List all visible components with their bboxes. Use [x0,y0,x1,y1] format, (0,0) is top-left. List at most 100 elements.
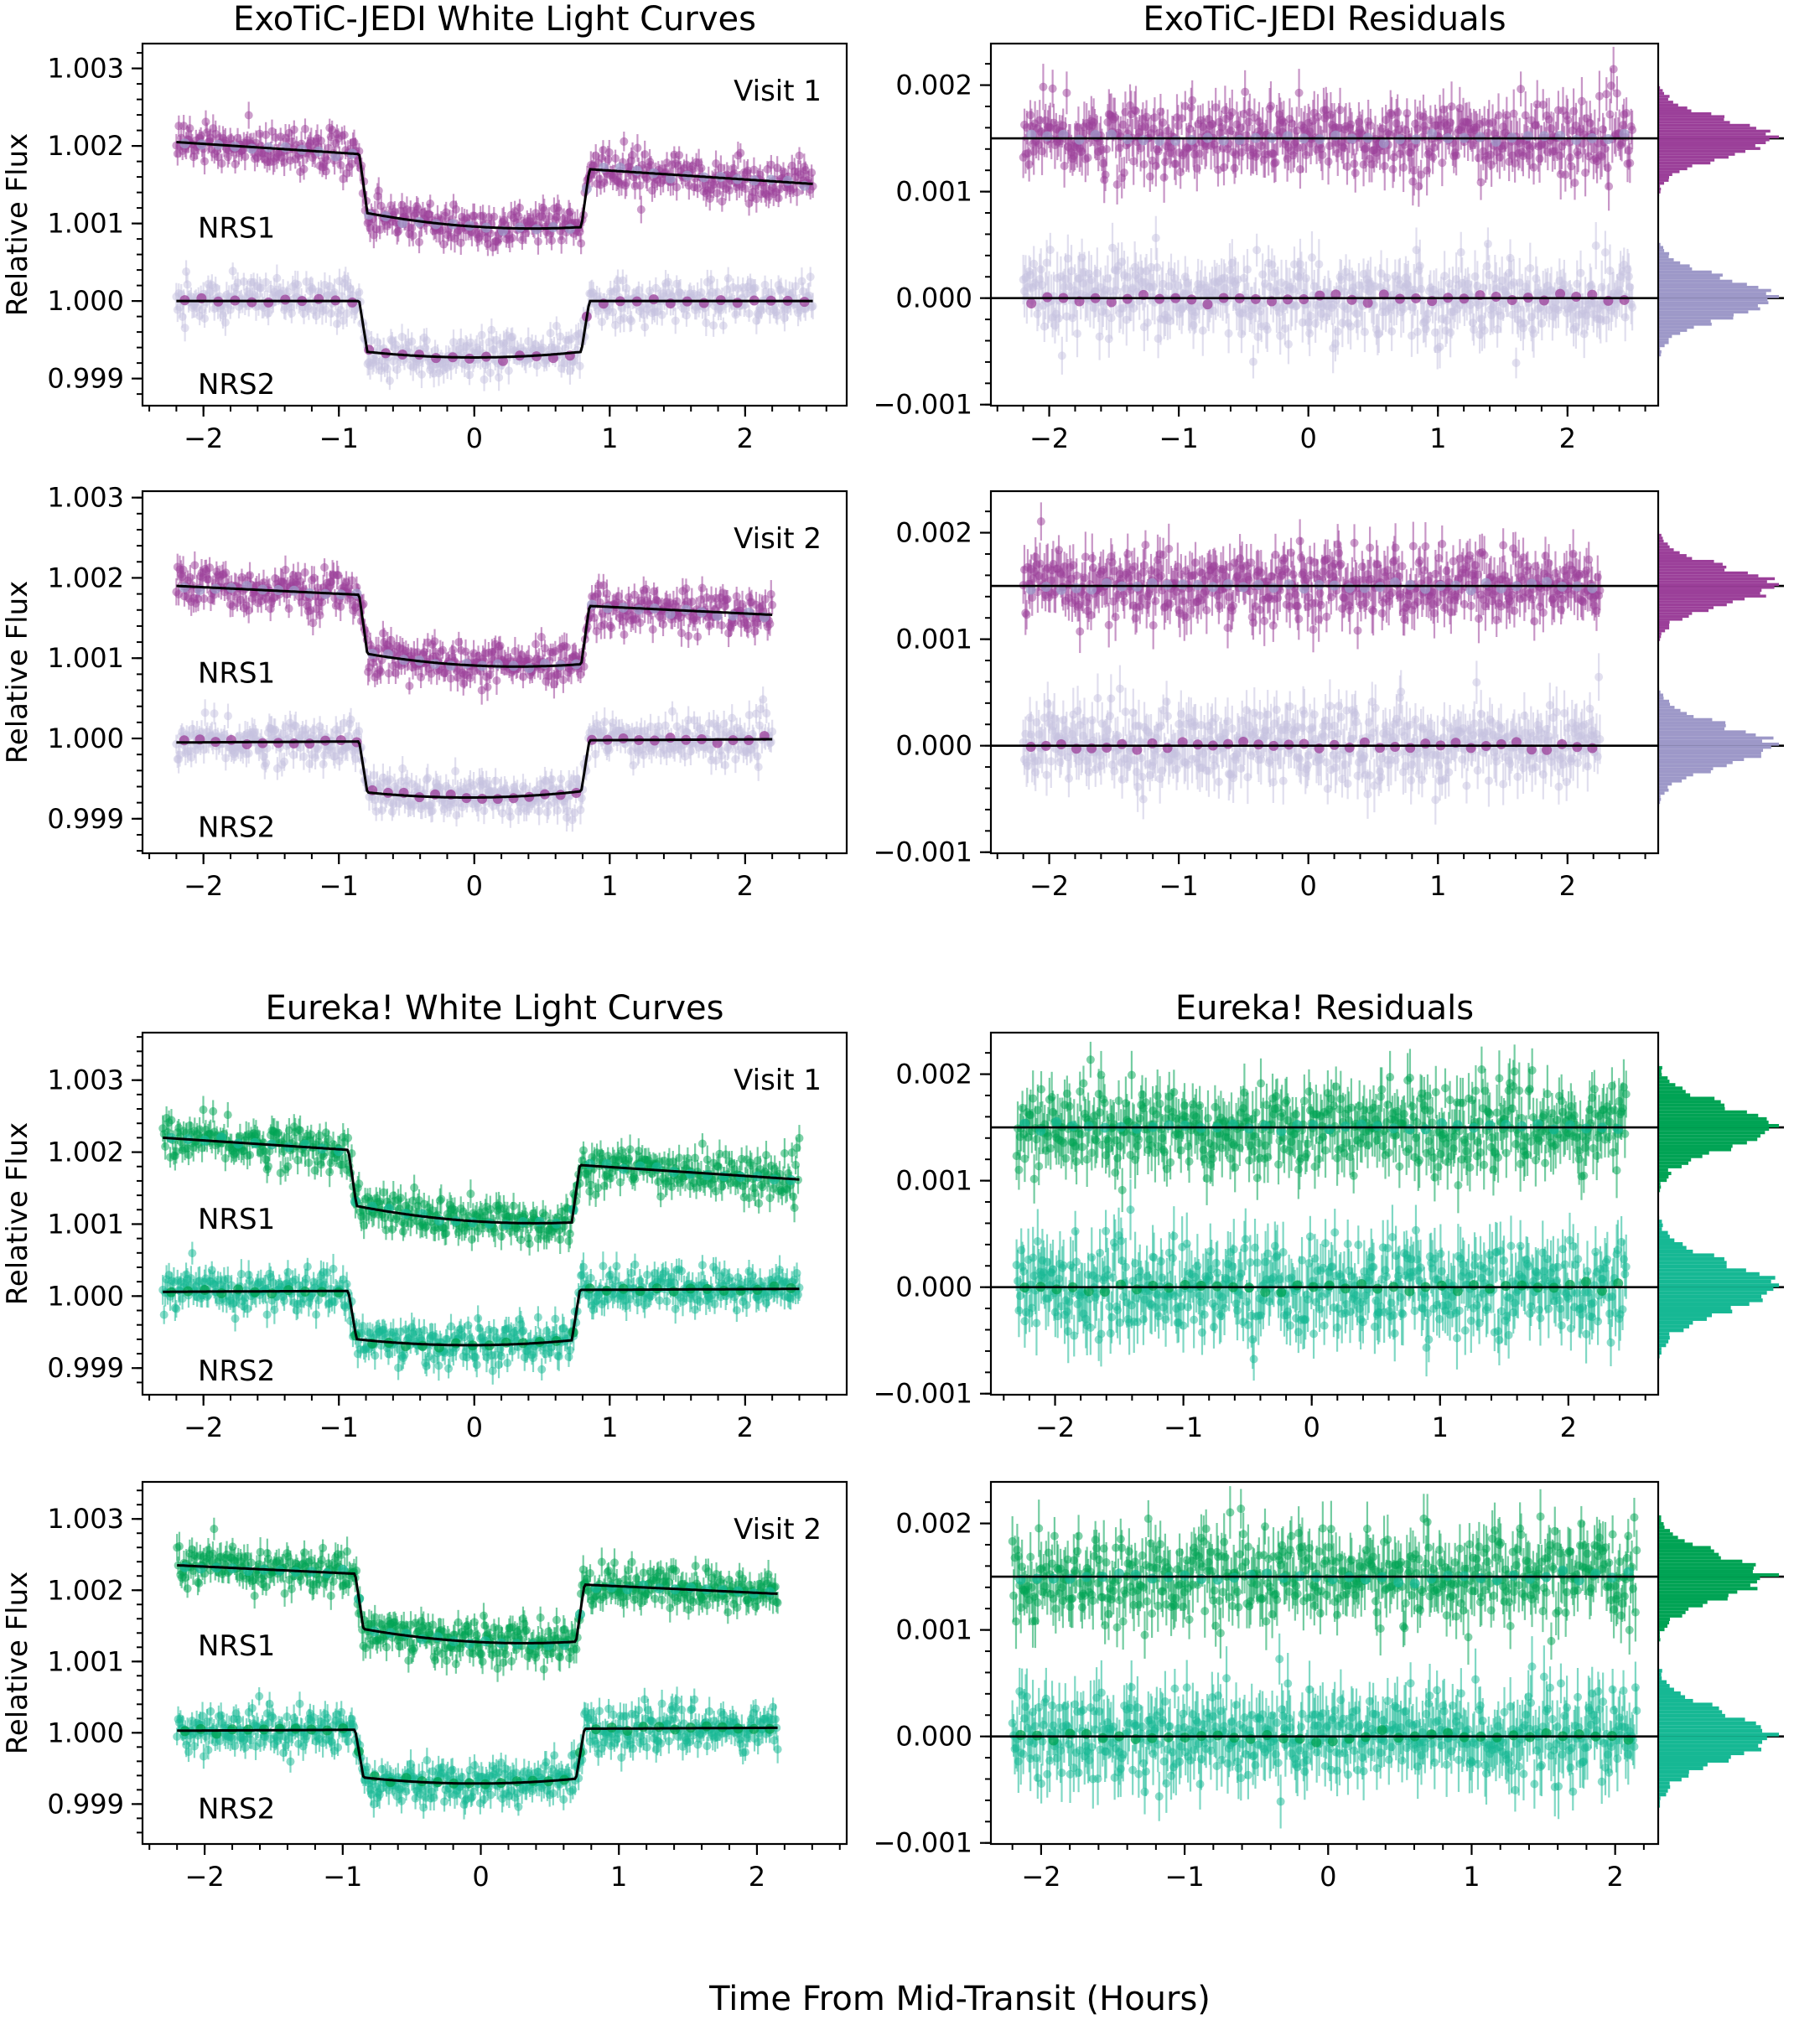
binned-point [1283,131,1294,142]
data-point [246,571,255,580]
data-point [1567,162,1576,171]
data-point [1435,342,1444,351]
data-point [1517,85,1526,94]
series-nrs1 [172,551,777,705]
data-point [317,137,326,146]
data-point [1423,309,1433,319]
x-tick-label: 1 [1429,422,1446,454]
binned-point [1106,297,1117,308]
data-point [495,373,504,382]
histogram-nrs1 [1658,80,1779,197]
panel-frame [989,42,1660,407]
binned-point [1026,298,1037,309]
binned-point [1619,128,1630,139]
data-point [1399,163,1408,172]
data-point [1565,153,1574,162]
data-point [682,311,691,320]
series-nrs2 [1019,215,1637,379]
y-tick-label: 1.000 [47,285,124,317]
data-point [1581,168,1590,178]
data-point [1382,273,1392,282]
data-point [1266,101,1275,111]
visit-label: Visit 1 [734,75,822,108]
data-point [300,568,309,578]
data-point [1387,327,1397,336]
data-point [1426,116,1435,125]
data-point [1324,157,1333,166]
data-point [485,368,495,377]
data-point [339,316,348,325]
data-point [465,370,474,380]
binned-point [1186,294,1197,305]
panel-residuals-jedi-visit-1: −0.001 0.000 0.001 0.002 −2 −1 0 1 2 ExoTiC-JEDI … [874,0,1784,454]
histogram-bar [1658,279,1733,283]
data-point [1624,272,1633,281]
data-point [183,280,192,289]
data-point [415,237,424,246]
data-point [1057,351,1066,360]
data-point [533,237,542,246]
data-point [1442,316,1451,325]
figure-panels: NRS1 NRS2 Visit 1 Relative Flux 0.999 1.000 1.… [1,0,1784,1893]
histogram-bar [1658,267,1693,271]
data-point [1360,328,1369,337]
data-point [640,323,650,332]
data-point [1314,260,1324,269]
data-point [1399,304,1408,313]
data-point [1591,241,1600,251]
data-point [1417,284,1426,293]
data-point [744,309,754,319]
data-point [1346,322,1356,331]
data-point [1587,281,1596,290]
data-point [377,655,386,665]
data-point [1301,151,1310,160]
data-point [556,332,565,341]
binned-point [1202,299,1213,310]
data-point [806,272,815,282]
panel-frame [141,42,848,407]
data-point [324,143,333,153]
data-point [347,576,356,585]
data-point [1413,327,1422,336]
data-point [1040,322,1049,331]
binned-point [1555,131,1566,142]
data-point [741,184,750,194]
data-point [1577,96,1586,106]
data-point [1521,111,1530,120]
binned-point [263,297,274,308]
data-point [397,332,407,341]
data-point [272,273,282,282]
data-point [1626,158,1635,168]
data-point [1211,103,1221,112]
data-point [792,188,801,197]
binned-point [1555,288,1566,299]
data-point [241,152,250,161]
histogram-bar [1658,147,1760,150]
data-point [702,319,711,328]
data-point [1132,106,1141,116]
data-point [221,568,231,578]
data-point [750,283,760,293]
data-point [1333,148,1342,158]
y-tick-label: 1.003 [47,53,124,85]
data-point [1526,264,1535,273]
data-point [287,308,296,318]
data-point [635,181,645,190]
data-point [1263,325,1272,334]
histogram-bar [1658,127,1756,130]
data-point [1149,124,1159,133]
x-tick-label: −2 [1029,422,1069,454]
histogram-bar [1658,167,1688,171]
data-point [1529,163,1538,172]
histogram-bar [1658,251,1670,256]
histogram-bar [1658,242,1661,246]
data-point [646,161,656,170]
histogram-bar [1658,310,1749,313]
data-point [749,165,759,174]
data-point [1036,265,1045,274]
data-point [547,236,557,245]
data-point [1570,179,1579,188]
x-tick-label: 2 [737,422,754,454]
binned-point [1522,131,1533,142]
